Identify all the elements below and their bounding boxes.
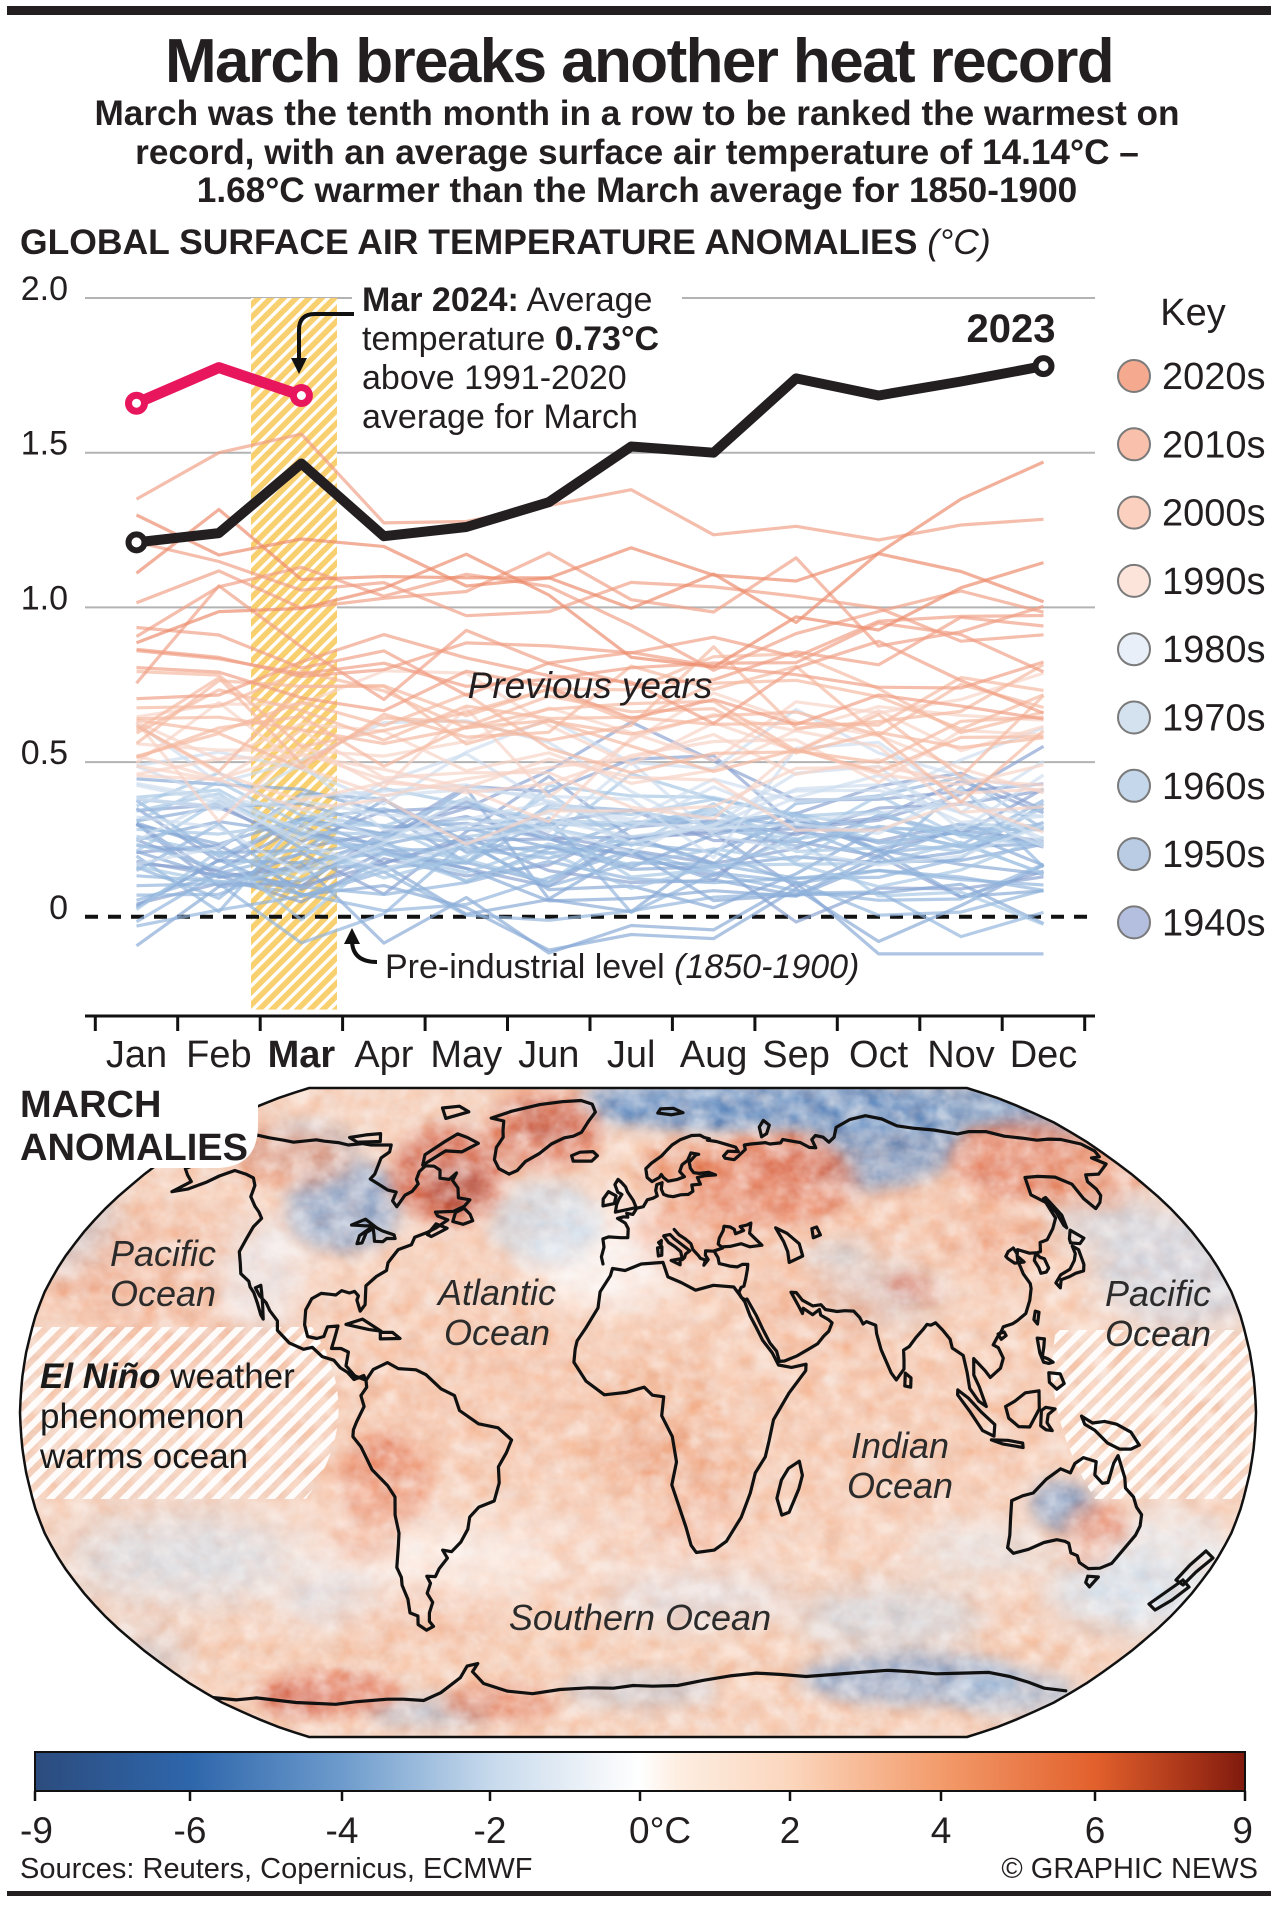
svg-text:2000s: 2000s bbox=[1162, 493, 1266, 535]
svg-text:-2: -2 bbox=[474, 1810, 507, 1851]
svg-text:Feb: Feb bbox=[186, 1034, 251, 1076]
svg-text:1.0: 1.0 bbox=[21, 579, 68, 617]
svg-text:1970s: 1970s bbox=[1162, 698, 1266, 740]
svg-text:average for March: average for March bbox=[362, 398, 638, 436]
svg-text:-9: -9 bbox=[20, 1810, 53, 1851]
svg-text:0.5: 0.5 bbox=[21, 734, 68, 772]
svg-text:Southern Ocean: Southern Ocean bbox=[509, 1597, 771, 1638]
svg-text:1990s: 1990s bbox=[1162, 561, 1266, 603]
svg-text:Key: Key bbox=[1160, 292, 1225, 334]
svg-text:Previous years: Previous years bbox=[468, 665, 713, 706]
svg-text:© GRAPHIC NEWS: © GRAPHIC NEWS bbox=[1001, 1853, 1258, 1885]
svg-text:Atlantic: Atlantic bbox=[436, 1272, 556, 1313]
svg-text:ANOMALIES: ANOMALIES bbox=[20, 1127, 248, 1169]
svg-text:Pacific: Pacific bbox=[110, 1233, 216, 1274]
svg-text:1940s: 1940s bbox=[1162, 902, 1266, 944]
svg-text:phenomenon: phenomenon bbox=[40, 1397, 244, 1436]
svg-text:GLOBAL SURFACE AIR TEMPERATURE: GLOBAL SURFACE AIR TEMPERATURE ANOMALIES… bbox=[20, 222, 991, 262]
svg-text:Jun: Jun bbox=[518, 1034, 579, 1076]
svg-text:4: 4 bbox=[931, 1810, 952, 1851]
svg-text:MARCH: MARCH bbox=[20, 1084, 161, 1126]
svg-text:Dec: Dec bbox=[1010, 1034, 1078, 1076]
svg-text:above 1991-2020: above 1991-2020 bbox=[362, 359, 627, 397]
svg-text:0°C: 0°C bbox=[629, 1810, 691, 1851]
svg-text:2023: 2023 bbox=[967, 307, 1056, 351]
svg-text:temperature 0.73°C: temperature 0.73°C bbox=[362, 320, 659, 358]
svg-text:Pre-industrial level (1850-190: Pre-industrial level (1850-1900) bbox=[385, 948, 859, 986]
svg-text:2.0: 2.0 bbox=[21, 270, 68, 308]
svg-text:0: 0 bbox=[49, 889, 68, 927]
svg-text:El Niño weather: El Niño weather bbox=[40, 1357, 295, 1396]
svg-text:May: May bbox=[430, 1034, 502, 1076]
svg-text:Ocean: Ocean bbox=[1105, 1313, 1211, 1354]
svg-text:Ocean: Ocean bbox=[110, 1273, 216, 1314]
svg-text:Apr: Apr bbox=[354, 1034, 413, 1076]
svg-text:1950s: 1950s bbox=[1162, 834, 1266, 876]
svg-text:March was the tenth month in a: March was the tenth month in a row to be… bbox=[94, 94, 1179, 133]
svg-text:2010s: 2010s bbox=[1162, 424, 1266, 466]
svg-text:Nov: Nov bbox=[927, 1034, 995, 1076]
svg-text:1980s: 1980s bbox=[1162, 629, 1266, 671]
svg-text:warms ocean: warms ocean bbox=[39, 1437, 248, 1476]
svg-text:1960s: 1960s bbox=[1162, 766, 1266, 808]
svg-text:2020s: 2020s bbox=[1162, 356, 1266, 398]
svg-text:Mar: Mar bbox=[268, 1034, 336, 1076]
svg-text:6: 6 bbox=[1085, 1810, 1106, 1851]
svg-text:1.5: 1.5 bbox=[21, 425, 68, 463]
svg-text:Oct: Oct bbox=[849, 1034, 909, 1076]
svg-text:Pacific: Pacific bbox=[1105, 1273, 1211, 1314]
svg-text:1.68°C warmer than the March a: 1.68°C warmer than the March average for… bbox=[197, 171, 1078, 210]
svg-text:March breaks another heat reco: March breaks another heat record bbox=[165, 27, 1113, 96]
svg-text:Ocean: Ocean bbox=[847, 1465, 953, 1506]
svg-text:Jan: Jan bbox=[106, 1034, 167, 1076]
svg-text:Ocean: Ocean bbox=[444, 1312, 550, 1353]
svg-text:-6: -6 bbox=[174, 1810, 207, 1851]
svg-text:Mar 2024: Average: Mar 2024: Average bbox=[362, 281, 652, 319]
svg-text:-4: -4 bbox=[326, 1810, 359, 1851]
svg-text:Jul: Jul bbox=[607, 1034, 656, 1076]
svg-text:Sources: Reuters, Copernicus,: Sources: Reuters, Copernicus, ECMWF bbox=[20, 1853, 532, 1885]
svg-text:Sep: Sep bbox=[762, 1034, 830, 1076]
svg-text:record, with an average surfac: record, with an average surface air temp… bbox=[135, 133, 1139, 172]
svg-text:Aug: Aug bbox=[680, 1034, 748, 1076]
svg-text:Indian: Indian bbox=[851, 1425, 949, 1466]
svg-text:2: 2 bbox=[780, 1810, 801, 1851]
svg-text:9: 9 bbox=[1232, 1810, 1253, 1851]
